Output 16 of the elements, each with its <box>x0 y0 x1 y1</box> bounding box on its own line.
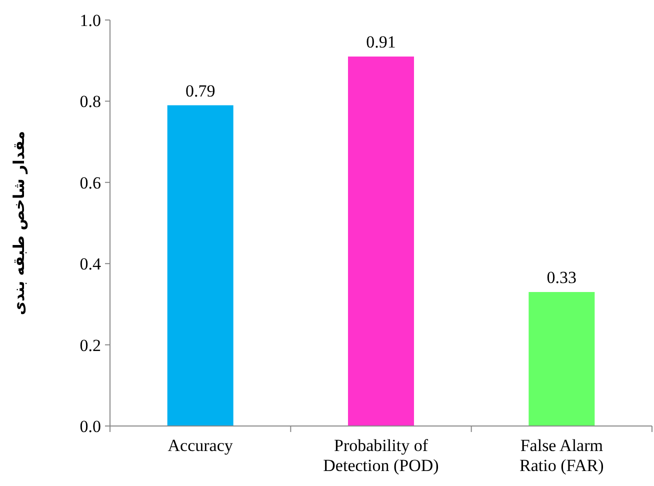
data-label: 0.91 <box>366 32 396 52</box>
x-tick-label: Accuracy <box>168 436 234 455</box>
y-tick-label: 0.0 <box>80 417 101 436</box>
y-tick-label: 0.2 <box>80 336 101 355</box>
y-tick-label: 0.8 <box>80 92 101 112</box>
data-label: 0.33 <box>546 268 577 288</box>
data-label: 0.79 <box>185 81 216 100</box>
y-tick-label: 1.0 <box>80 11 101 30</box>
bar <box>167 105 234 426</box>
y-tick-label: 0.6 <box>80 173 101 192</box>
y-axis-title: مقدار شاخص طبقه بندی <box>10 130 28 316</box>
x-tick-label: False Alarm Ratio (FAR) <box>520 436 604 475</box>
y-tick-label: 0.4 <box>80 254 102 274</box>
bar <box>528 292 595 426</box>
bar <box>348 56 414 426</box>
x-tick-label: Probability of Detection (POD) <box>323 436 439 475</box>
